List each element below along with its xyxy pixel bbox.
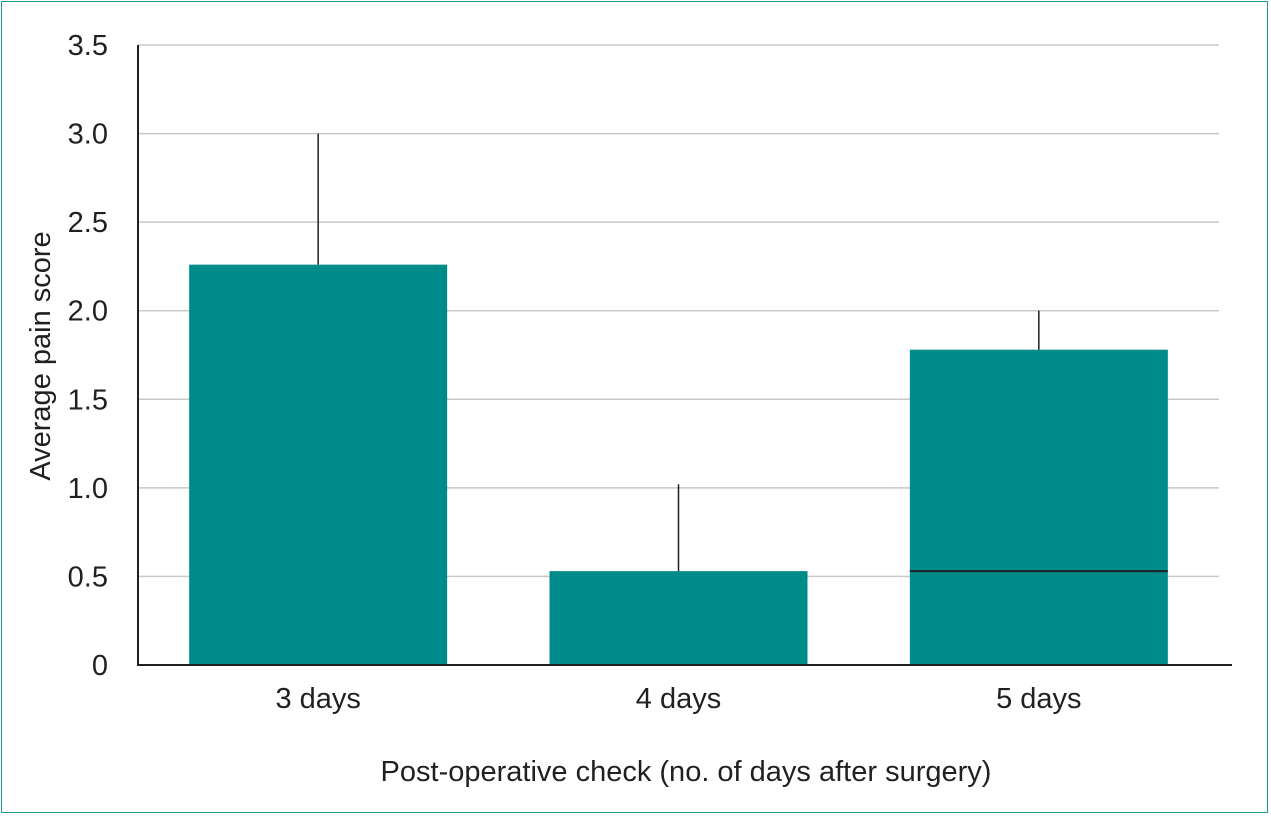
x-tick-label: 5 days xyxy=(996,683,1081,715)
y-tick-label: 0 xyxy=(92,650,108,682)
y-tick-labels: 0 0.5 1.0 1.5 2.0 2.5 3.0 3.5 xyxy=(68,30,108,682)
bar xyxy=(189,264,448,665)
y-axis-title: Average pain score xyxy=(25,231,57,480)
bar xyxy=(909,349,1168,665)
x-axis-title: Post-operative check (no. of days after … xyxy=(381,756,992,788)
y-tick-label: 2.0 xyxy=(68,296,108,328)
error-bars xyxy=(317,133,1168,573)
y-tick-label: 1.5 xyxy=(68,384,108,416)
bar xyxy=(549,571,808,665)
bars xyxy=(189,264,1168,665)
x-tick-labels: 3 days 4 days 5 days xyxy=(275,683,1081,715)
y-tick-label: 3.0 xyxy=(68,119,108,151)
y-tick-label: 2.5 xyxy=(68,207,108,239)
y-tick-label: 3.5 xyxy=(68,30,108,62)
y-tick-label: 1.0 xyxy=(68,473,108,505)
axes xyxy=(137,45,1232,666)
x-tick-label: 3 days xyxy=(275,683,360,715)
y-tick-label: 0.5 xyxy=(68,561,108,593)
x-tick-label: 4 days xyxy=(636,683,721,715)
